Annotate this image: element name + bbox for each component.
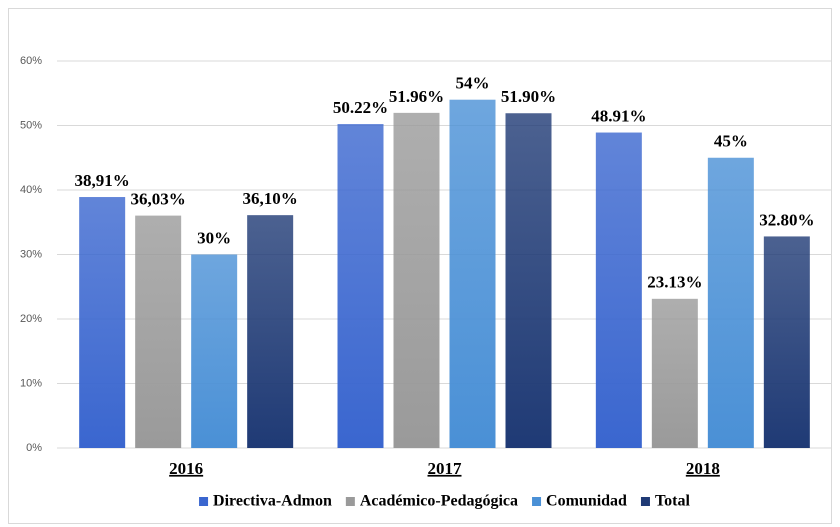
value-label: 38,91% <box>75 171 130 190</box>
x-tick-label: 2017 <box>428 459 463 478</box>
value-label: 36,03% <box>131 190 186 209</box>
bar <box>763 236 810 448</box>
x-tick-label: 2016 <box>169 459 203 478</box>
bar <box>449 99 496 448</box>
value-label: 32.80% <box>759 210 814 229</box>
value-label: 30% <box>197 228 231 247</box>
legend-swatch <box>532 497 542 506</box>
legend-swatch <box>640 497 650 506</box>
value-label: 50.22% <box>333 98 388 117</box>
legend-label: Directiva-Admon <box>213 493 332 510</box>
y-tick-label: 60% <box>20 55 42 67</box>
legend-swatch <box>345 497 355 506</box>
y-tick-label: 20% <box>20 313 42 325</box>
bar <box>337 124 384 449</box>
value-label: 45% <box>714 132 748 151</box>
value-label: 36,10% <box>243 189 298 208</box>
chart-border <box>8 8 832 524</box>
value-label: 51.90% <box>501 87 556 106</box>
y-tick-label: 30% <box>20 248 42 260</box>
bar <box>651 298 698 448</box>
legend-label: Comunidad <box>546 493 627 510</box>
legend-swatch <box>199 497 209 506</box>
bar <box>505 113 552 449</box>
y-tick-label: 40% <box>20 184 42 196</box>
value-label: 51.96% <box>389 87 444 106</box>
legend-label: Académico-Pedagógica <box>360 493 518 510</box>
value-label: 23.13% <box>647 273 702 292</box>
x-tick-label: 2018 <box>686 459 720 478</box>
legend-label: Total <box>655 493 691 510</box>
value-label: 54% <box>456 74 490 93</box>
y-tick-label: 10% <box>20 377 42 389</box>
bar <box>247 215 294 448</box>
value-label: 48.91% <box>591 106 646 125</box>
y-tick-label: 0% <box>26 442 42 454</box>
bar <box>393 112 440 448</box>
bar <box>79 197 126 448</box>
bar <box>191 254 238 448</box>
bar <box>707 157 754 448</box>
bar <box>595 132 642 448</box>
bar <box>135 215 182 448</box>
y-tick-label: 50% <box>20 119 42 131</box>
